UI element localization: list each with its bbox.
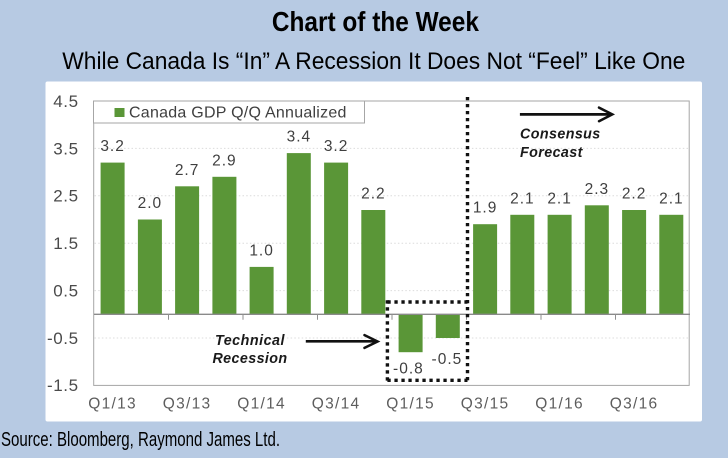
svg-text:2.1: 2.1 xyxy=(510,190,535,207)
svg-text:1.9: 1.9 xyxy=(473,200,498,217)
svg-text:0.5: 0.5 xyxy=(53,281,78,300)
svg-text:2.7: 2.7 xyxy=(175,162,200,179)
svg-text:2.1: 2.1 xyxy=(547,190,572,207)
svg-text:-0.8: -0.8 xyxy=(393,360,424,377)
svg-text:3.5: 3.5 xyxy=(53,139,78,158)
svg-text:1.0: 1.0 xyxy=(249,242,274,259)
svg-text:-1.5: -1.5 xyxy=(47,376,79,395)
svg-text:Q3/13: Q3/13 xyxy=(163,396,212,413)
svg-text:2.1: 2.1 xyxy=(659,190,684,207)
svg-text:4.5: 4.5 xyxy=(53,92,78,111)
svg-text:2.2: 2.2 xyxy=(622,186,647,203)
svg-text:2.0: 2.0 xyxy=(138,195,163,212)
svg-text:3.2: 3.2 xyxy=(100,138,125,155)
svg-text:Q3/14: Q3/14 xyxy=(312,396,361,413)
svg-text:2.5: 2.5 xyxy=(53,187,78,206)
svg-text:-0.5: -0.5 xyxy=(47,329,79,348)
svg-text:Q1/16: Q1/16 xyxy=(535,396,584,413)
svg-text:While Canada Is “In” A Recessi: While Canada Is “In” A Recession It Does… xyxy=(62,49,685,75)
svg-text:Q1/13: Q1/13 xyxy=(88,396,137,413)
svg-text:2.2: 2.2 xyxy=(361,186,386,203)
svg-text:Recession: Recession xyxy=(212,351,287,367)
svg-text:3.4: 3.4 xyxy=(287,129,312,146)
svg-text:Q1/15: Q1/15 xyxy=(386,396,435,413)
svg-text:1.5: 1.5 xyxy=(53,234,78,253)
svg-text:Chart of the Week: Chart of the Week xyxy=(272,6,479,37)
svg-text:Technical: Technical xyxy=(215,333,285,349)
svg-text:3.2: 3.2 xyxy=(324,138,349,155)
svg-text:Canada GDP Q/Q Annualized: Canada GDP Q/Q Annualized xyxy=(129,105,347,122)
svg-text:Consensus: Consensus xyxy=(520,126,601,142)
svg-text:Q3/16: Q3/16 xyxy=(610,396,659,413)
svg-text:-0.5: -0.5 xyxy=(432,351,463,368)
svg-text:Forecast: Forecast xyxy=(520,145,584,161)
svg-text:Q1/14: Q1/14 xyxy=(237,396,286,413)
svg-text:Source: Bloomberg, Raymond Jam: Source: Bloomberg, Raymond James Ltd. xyxy=(1,429,280,451)
svg-text:Q3/15: Q3/15 xyxy=(461,396,510,413)
svg-text:2.3: 2.3 xyxy=(585,181,610,198)
svg-text:2.9: 2.9 xyxy=(212,152,237,169)
